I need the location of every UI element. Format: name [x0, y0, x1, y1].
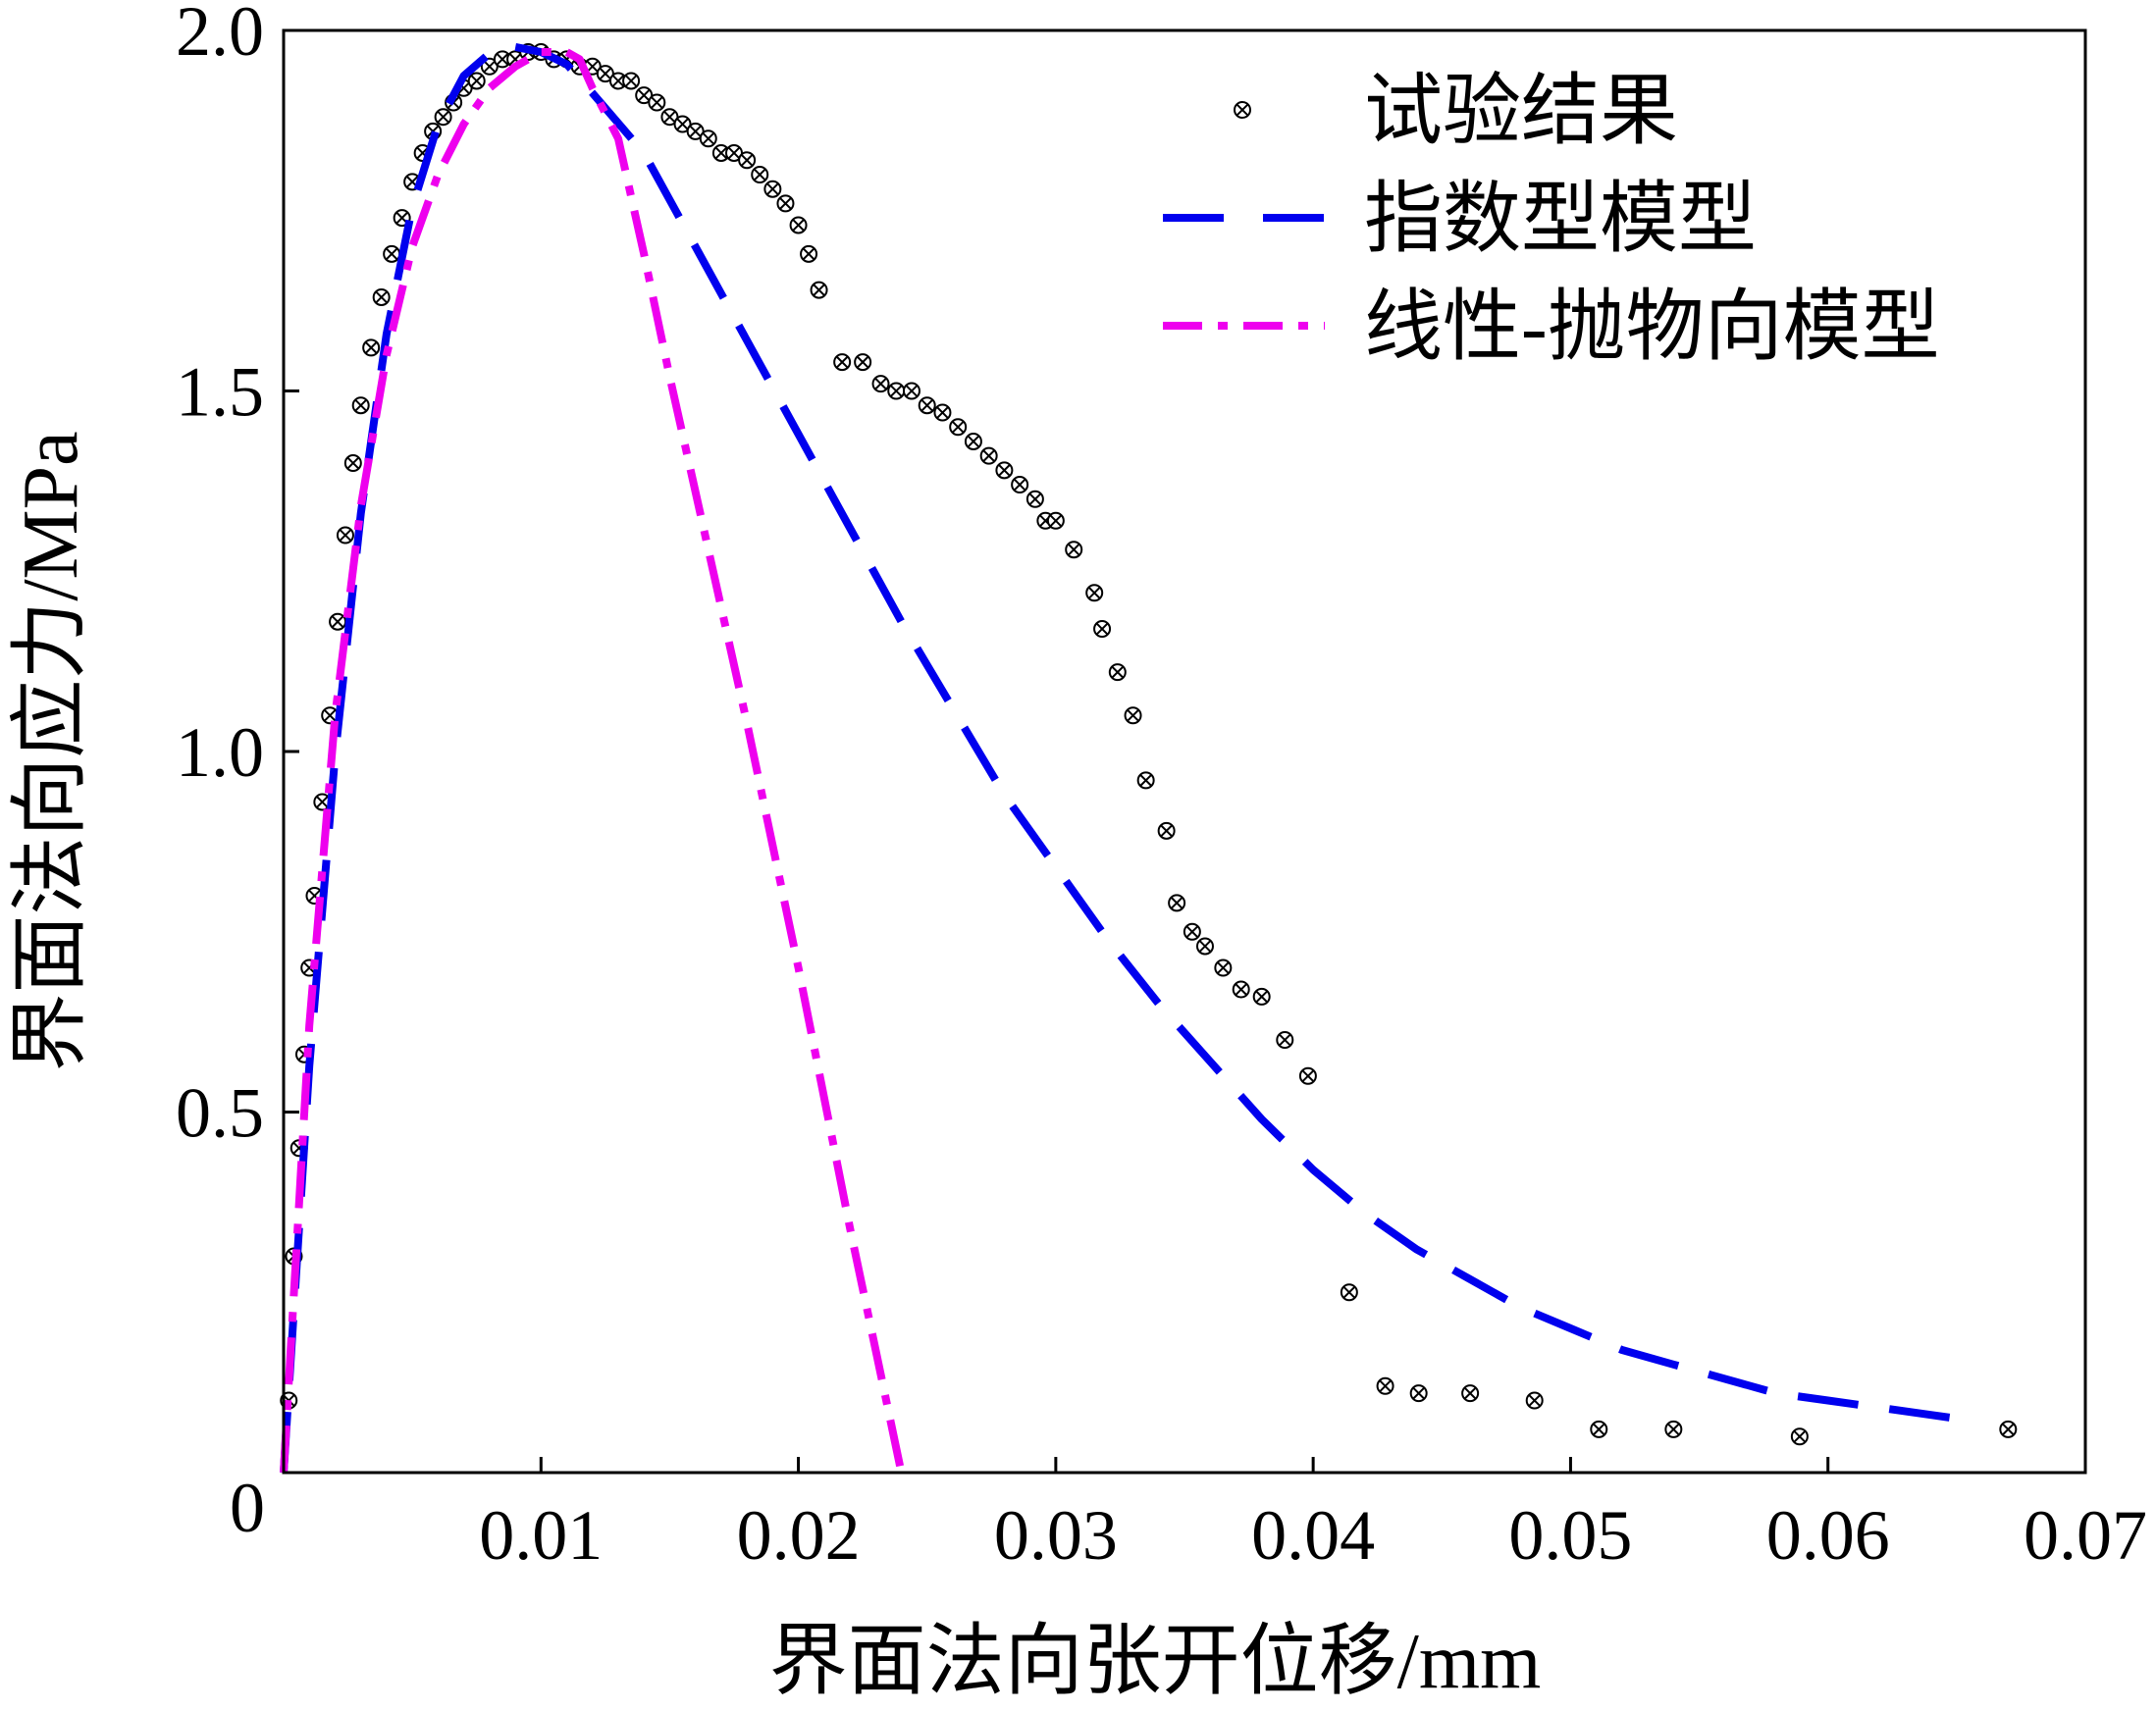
- data-point: [738, 151, 757, 170]
- data-point: [1252, 987, 1271, 1006]
- legend-label: 试验结果: [1364, 69, 1678, 155]
- data-point: [1046, 511, 1065, 530]
- data-point: [1124, 706, 1142, 725]
- data-point: [751, 166, 769, 183]
- y-tick-label: 1.5: [176, 353, 264, 432]
- data-point: [351, 396, 370, 415]
- data-point: [1108, 663, 1127, 682]
- data-point: [1085, 584, 1104, 602]
- data-point: [810, 281, 828, 299]
- x-tick-label: 0.07: [2024, 1496, 2147, 1575]
- data-point: [933, 403, 952, 422]
- data-point: [660, 108, 679, 127]
- data-point: [776, 194, 795, 213]
- data-point: [372, 287, 391, 306]
- data-point: [854, 353, 872, 372]
- data-point: [343, 454, 362, 472]
- data-point: [902, 382, 920, 400]
- data-point: [1790, 1427, 1809, 1446]
- axes-layer: 0.01 0.02 0.03 0.04 0.05 0.06 0.07 0 0.5 1.0 1.5 2.…: [8, 0, 2147, 1705]
- data-point: [887, 382, 906, 400]
- data-point: [434, 108, 452, 127]
- series-linear-parabolic-model: [280, 48, 906, 1474]
- data-point: [1376, 1376, 1394, 1395]
- y-tick-label: 2.0: [176, 0, 264, 71]
- data-point: [1183, 922, 1201, 941]
- x-tick-label: 0.06: [1766, 1496, 1890, 1575]
- series-test-results: [280, 43, 2018, 1446]
- data-point: [995, 461, 1014, 480]
- data-point: [1276, 1031, 1294, 1049]
- data-point: [979, 446, 998, 465]
- data-point: [1409, 1384, 1428, 1403]
- data-point: [1168, 894, 1186, 912]
- data-point: [918, 396, 936, 415]
- data-point: [362, 338, 381, 357]
- data-point: [1195, 937, 1214, 956]
- data-point: [763, 180, 782, 198]
- data-point: [1999, 1420, 2018, 1438]
- data-point: [1065, 541, 1083, 559]
- data-point: [1025, 490, 1044, 508]
- data-point: [608, 72, 627, 90]
- data-point: [1234, 101, 1251, 119]
- data-point: [1664, 1420, 1683, 1438]
- data-point: [336, 526, 354, 544]
- series-layer: [280, 42, 2018, 1474]
- data-point: [1157, 821, 1176, 840]
- data-point: [1525, 1391, 1544, 1410]
- data-point: [789, 216, 808, 234]
- data-point: [1461, 1384, 1480, 1403]
- y-tick-label: 0.5: [176, 1074, 264, 1153]
- data-point: [1093, 620, 1112, 639]
- data-point: [467, 72, 486, 90]
- x-tick-label: 0.01: [479, 1496, 603, 1575]
- x-tick-label: 0.04: [1251, 1496, 1375, 1575]
- y-axis-title: 界面法向应力/MPa: [8, 431, 94, 1071]
- data-point: [1340, 1283, 1358, 1302]
- data-point: [1136, 771, 1155, 790]
- data-point: [1590, 1420, 1608, 1438]
- data-point: [964, 432, 982, 450]
- x-axis-title: 界面法向张开位移/mm: [769, 1619, 1542, 1705]
- data-point: [1298, 1066, 1317, 1085]
- plot-frame: [282, 28, 2087, 1475]
- data-point: [493, 50, 511, 69]
- data-point: [1232, 980, 1250, 999]
- x-tick-label: 0.05: [1508, 1496, 1632, 1575]
- legend-label: 线性-抛物向模型: [1364, 285, 1940, 371]
- x-tick-label: 0.02: [737, 1496, 861, 1575]
- data-point: [329, 612, 347, 631]
- legend-label: 指数型模型: [1364, 177, 1757, 263]
- data-point: [383, 244, 401, 263]
- y-tick-label: 1.0: [176, 713, 264, 792]
- data-point: [833, 353, 852, 372]
- data-point: [1011, 476, 1029, 494]
- x-tick-label: 0.03: [994, 1496, 1118, 1575]
- data-point: [699, 130, 717, 148]
- data-point: [871, 375, 890, 393]
- data-point: [622, 72, 641, 90]
- data-point: [1214, 959, 1233, 977]
- series-exponential-model: [280, 42, 1958, 1474]
- data-point: [949, 418, 968, 437]
- y-tick-label: 0: [230, 1469, 265, 1547]
- data-point: [648, 93, 666, 112]
- data-point: [800, 244, 818, 263]
